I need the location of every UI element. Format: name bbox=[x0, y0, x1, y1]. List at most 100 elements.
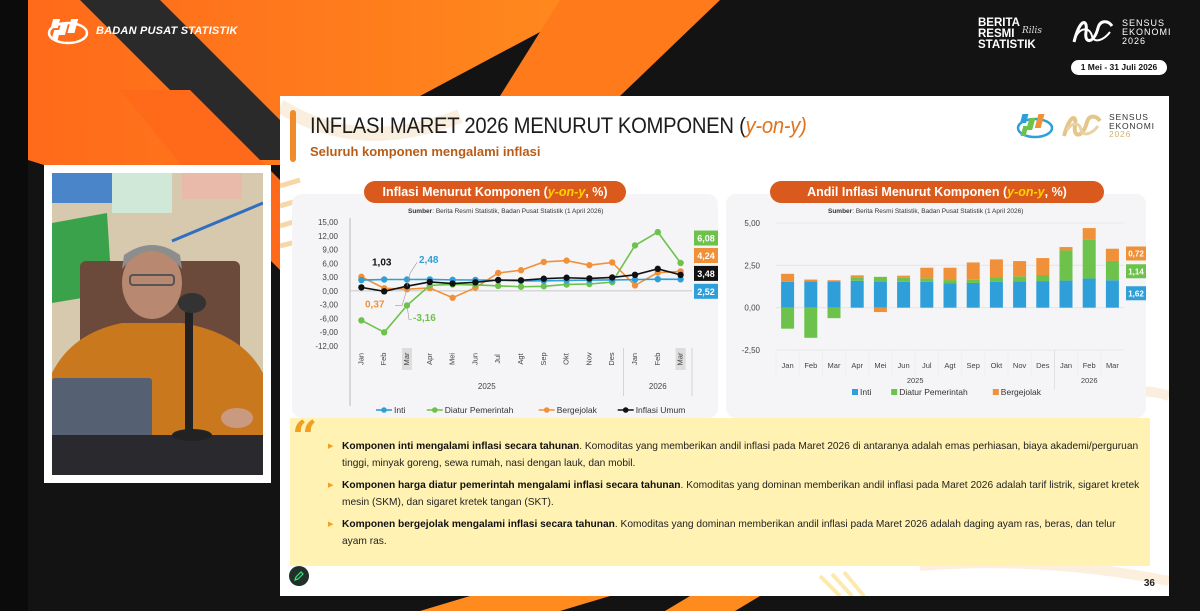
data-point bbox=[540, 275, 547, 282]
bar-segment bbox=[1036, 274, 1050, 282]
brs-logo: BERITA RESMI STATISTIK Rilis bbox=[978, 17, 1042, 51]
end-value-badge bbox=[694, 265, 718, 281]
svg-text:4,24: 4,24 bbox=[697, 251, 715, 261]
bar-chart-source: Sumber: Berita Resmi Statistik, Badan Pu… bbox=[828, 208, 1023, 215]
title-close: ) bbox=[800, 113, 807, 138]
org-name: BADAN PUSAT STATISTIK bbox=[96, 25, 238, 37]
bar-segment bbox=[1082, 239, 1096, 279]
svg-text:6,08: 6,08 bbox=[697, 234, 715, 244]
y-tick-label: 0,00 bbox=[744, 304, 760, 313]
x-tick-label: Jun bbox=[898, 361, 910, 370]
bar-segment bbox=[827, 281, 841, 308]
line-source-label: Sumber bbox=[408, 208, 433, 215]
bar-segment bbox=[827, 307, 841, 319]
quote-icon: “ bbox=[292, 412, 318, 463]
end-value-badge bbox=[1126, 286, 1146, 301]
data-point bbox=[631, 282, 639, 289]
bar-segment bbox=[943, 283, 957, 308]
legend-item: Inflasi Umum bbox=[636, 405, 686, 415]
data-point bbox=[517, 283, 525, 290]
data-point bbox=[517, 267, 525, 274]
slide-subtitle: Seluruh komponen mengalami inflasi bbox=[310, 144, 541, 159]
data-point bbox=[358, 284, 365, 291]
slide-title: INFLASI MARET 2026 MENURUT KOMPONEN (y-o… bbox=[310, 113, 807, 139]
data-point bbox=[495, 282, 502, 290]
data-point bbox=[654, 265, 661, 273]
legend-item: Inti bbox=[860, 387, 871, 397]
census-line-3: 2026 bbox=[1122, 35, 1147, 46]
title-main: INFLASI MARET 2026 MENURUT KOMPONEN ( bbox=[310, 113, 746, 138]
data-point bbox=[540, 283, 547, 290]
bar-segment bbox=[966, 279, 980, 283]
line-title-em: y-on-y bbox=[547, 185, 586, 199]
data-point bbox=[358, 276, 365, 284]
slide-page-number: 36 bbox=[1143, 578, 1155, 589]
brs-line-2: RESMI bbox=[978, 28, 1015, 40]
title-accent-bar bbox=[290, 110, 296, 162]
x-tick-label: Sep bbox=[967, 361, 980, 370]
bar-chart-title: Andil Inflasi Menurut Komponen (y-on-y, … bbox=[770, 181, 1104, 203]
svg-text:0,37: 0,37 bbox=[365, 299, 385, 310]
bar-segment bbox=[920, 281, 934, 308]
summary-bullet-inti: Komponen inti mengalami inflasi secara t… bbox=[328, 438, 1140, 472]
y-tick-label: -3,00 bbox=[320, 301, 339, 310]
x-tick-label: Apr bbox=[851, 361, 863, 370]
legend-item: Bergejolak bbox=[557, 405, 598, 415]
bar-title-em: y-on-y bbox=[1007, 185, 1045, 199]
x-tick-label: Jun bbox=[470, 353, 479, 365]
bar-segment bbox=[1105, 280, 1119, 308]
bar-segment bbox=[943, 267, 957, 281]
data-point bbox=[540, 258, 547, 266]
bar-segment bbox=[1105, 248, 1119, 261]
bar-segment bbox=[781, 281, 795, 308]
year-group-label: 2025 bbox=[907, 376, 924, 385]
bps-color-logo-icon bbox=[1016, 114, 1054, 139]
data-point bbox=[631, 242, 639, 249]
line-chart-source: Sumber: Berita Resmi Statistik, Badan Pu… bbox=[408, 208, 603, 215]
x-tick-label: Des bbox=[1036, 361, 1050, 370]
end-value-badge bbox=[694, 230, 718, 246]
bar-segment bbox=[1036, 281, 1050, 308]
x-tick-label: Mar bbox=[402, 352, 411, 365]
bar-segment bbox=[920, 267, 934, 279]
data-point bbox=[609, 259, 616, 266]
y-tick-label: 9,00 bbox=[322, 246, 338, 255]
svg-text:-3,16: -3,16 bbox=[413, 313, 436, 324]
bar-segment bbox=[1082, 228, 1096, 240]
bar-source-text: : Berita Resmi Statistik, Badan Pusat St… bbox=[852, 208, 1024, 215]
y-tick-label: -2,50 bbox=[742, 346, 761, 355]
data-point bbox=[495, 269, 502, 277]
brs-script: Rilis bbox=[1022, 26, 1043, 36]
x-tick-label: Feb bbox=[1083, 361, 1096, 370]
x-tick-label: Mei bbox=[448, 353, 457, 365]
annotate-pen-button[interactable] bbox=[289, 566, 309, 586]
x-tick-label: Jul bbox=[922, 361, 932, 370]
bar-segment bbox=[1036, 258, 1050, 275]
bullet-2-text: . Komoditas yang dominan memberikan andi… bbox=[342, 480, 1140, 508]
year-group-label: 2025 bbox=[478, 382, 496, 391]
bar-segment bbox=[781, 273, 795, 282]
svg-text:1,03: 1,03 bbox=[372, 258, 392, 269]
bullet-1-bold: Komponen inti mengalami inflasi secara t… bbox=[342, 441, 580, 452]
bar-segment bbox=[850, 277, 864, 281]
bar-segment bbox=[1013, 261, 1027, 277]
brs-line-3: STATISTIK bbox=[978, 39, 1036, 51]
end-value-badge bbox=[694, 283, 718, 299]
data-point bbox=[381, 329, 388, 336]
bar-segment bbox=[873, 307, 887, 313]
bar-segment bbox=[920, 278, 934, 282]
bps-brand: BADAN PUSAT STATISTIK bbox=[46, 16, 238, 46]
census-gold-swirl-icon bbox=[1062, 114, 1102, 137]
line-title-suffix: , %) bbox=[585, 185, 608, 199]
x-tick-label: Mar bbox=[1106, 361, 1119, 370]
bar-segment bbox=[989, 259, 1003, 278]
bar-segment bbox=[1013, 276, 1027, 282]
presenter-webcam bbox=[44, 165, 271, 483]
bar-segment bbox=[943, 280, 957, 284]
bullet-3-text: . Komoditas yang dominan memberikan andi… bbox=[342, 519, 1116, 547]
bar-segment bbox=[804, 307, 818, 338]
bps-logo-icon bbox=[47, 19, 89, 45]
data-point bbox=[654, 275, 661, 283]
bar-segment bbox=[1013, 281, 1027, 308]
